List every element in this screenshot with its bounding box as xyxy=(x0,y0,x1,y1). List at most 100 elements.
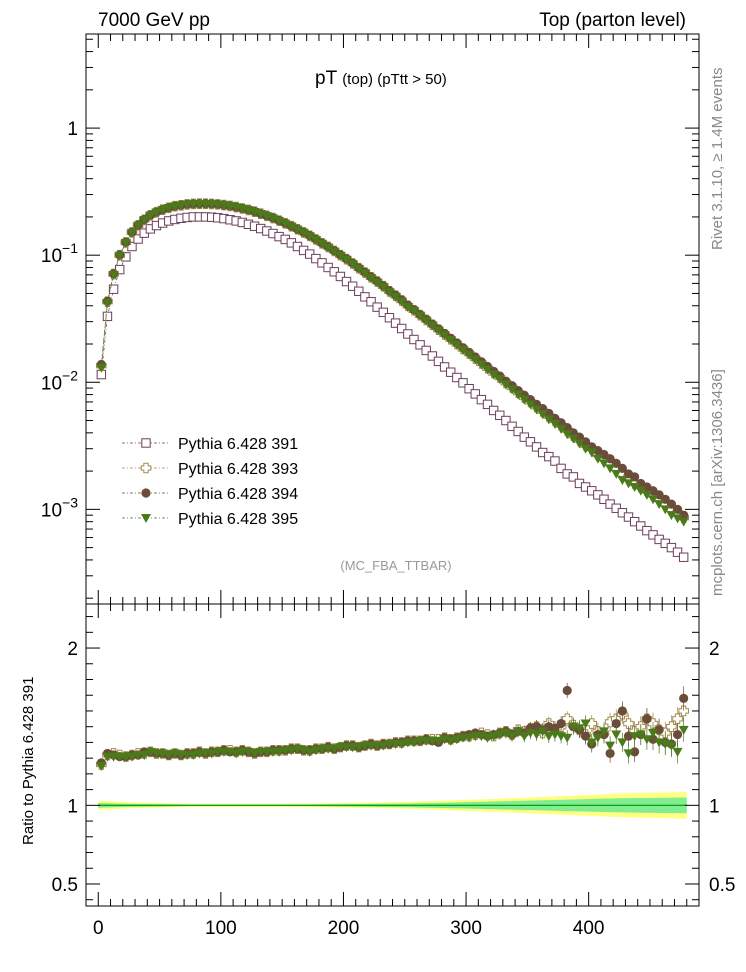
data-point xyxy=(445,336,456,346)
data-point xyxy=(427,321,438,331)
data-point xyxy=(433,326,444,336)
ratio-point xyxy=(353,743,364,753)
y-tick-label: 10−2 xyxy=(41,367,78,394)
data-point xyxy=(280,219,291,229)
ratio-point xyxy=(592,733,603,743)
data-point xyxy=(666,511,677,521)
data-point xyxy=(605,464,616,474)
data-point xyxy=(384,313,395,323)
ratio-series-3 xyxy=(96,715,689,772)
data-point xyxy=(507,421,517,432)
data-point xyxy=(102,299,113,309)
data-point xyxy=(580,444,591,454)
legend-label: Pythia 6.428 391 xyxy=(178,436,298,453)
data-point xyxy=(286,222,297,232)
ratio-point xyxy=(617,706,627,716)
ratio-point xyxy=(464,733,475,743)
data-point xyxy=(623,479,634,489)
y-tick-label-base: 1 xyxy=(67,119,78,140)
x-tick-label: 300 xyxy=(450,918,482,939)
y-tick-label: 10−3 xyxy=(41,494,78,521)
ratio-point xyxy=(635,730,646,740)
data-point xyxy=(611,469,622,479)
ratio-y-tick-labels: 2 2 1 1 0.5 0.5 xyxy=(52,639,736,896)
ratio-point xyxy=(543,732,554,742)
data-point xyxy=(531,405,542,415)
legend-entry: Pythia 6.428 393 xyxy=(122,461,298,478)
data-point xyxy=(501,415,511,426)
data-point xyxy=(163,204,174,214)
ratio-point xyxy=(249,749,260,759)
ratio-point xyxy=(188,751,199,760)
data-point xyxy=(537,410,548,420)
data-point xyxy=(341,255,352,265)
ratio-point xyxy=(562,685,572,696)
data-point xyxy=(630,472,640,482)
series-1 xyxy=(96,212,689,562)
data-point xyxy=(494,375,505,385)
data-point xyxy=(464,350,475,360)
rivet-label: Rivet 3.1.10, ≥ 1.4M events xyxy=(709,68,726,251)
main-panel: 110−110−210−3 pT (top) (pTtt > 50) (MC_FB… xyxy=(41,33,700,605)
series-line xyxy=(100,216,684,558)
data-point xyxy=(574,439,585,449)
data-point xyxy=(151,208,162,218)
y-tick-label-exponent: −1 xyxy=(62,240,78,256)
ratio-point xyxy=(126,752,137,762)
ratio-point xyxy=(494,730,505,740)
main-data-series xyxy=(96,198,689,562)
legend-label: Pythia 6.428 394 xyxy=(178,486,298,503)
ratio-point xyxy=(556,718,566,729)
ratio-point xyxy=(666,741,677,751)
data-point xyxy=(108,284,119,294)
y-tick-label-base: 10 xyxy=(41,246,62,267)
ratio-point xyxy=(641,735,652,745)
ratio-point xyxy=(617,738,628,748)
data-point xyxy=(568,472,579,482)
data-point xyxy=(617,476,628,486)
series-4 xyxy=(96,199,689,527)
data-point xyxy=(629,482,640,492)
data-point xyxy=(114,251,125,261)
data-point xyxy=(274,216,285,226)
ratio-point xyxy=(304,747,315,757)
ratio-axis-ticks xyxy=(86,604,699,906)
data-point xyxy=(396,323,407,334)
data-point xyxy=(415,311,426,321)
data-point xyxy=(133,221,144,231)
data-point xyxy=(452,372,462,383)
ratio-point xyxy=(378,741,389,751)
data-point xyxy=(145,211,156,221)
data-point xyxy=(372,278,383,288)
data-point xyxy=(592,454,603,464)
legend-entry: Pythia 6.428 395 xyxy=(122,511,298,528)
data-point xyxy=(672,547,683,557)
data-point xyxy=(139,216,150,226)
data-point xyxy=(525,400,536,410)
data-point xyxy=(317,239,328,249)
ratio-point xyxy=(507,732,518,742)
data-point xyxy=(366,297,376,307)
data-point xyxy=(182,200,193,210)
data-point xyxy=(133,234,143,244)
ratio-point xyxy=(513,727,524,737)
data-point xyxy=(458,378,468,388)
data-point xyxy=(495,410,505,420)
ratio-point xyxy=(537,727,548,737)
main-axis-ticks xyxy=(86,34,699,604)
data-point xyxy=(439,362,450,372)
ratio-point xyxy=(488,732,499,742)
data-point xyxy=(525,437,536,447)
data-point xyxy=(402,303,413,313)
data-point xyxy=(354,286,364,296)
data-point xyxy=(188,200,199,210)
data-point xyxy=(556,424,567,434)
legend-label: Pythia 6.428 393 xyxy=(178,461,298,478)
data-point xyxy=(409,334,419,345)
data-point xyxy=(648,495,659,505)
legend-entry: Pythia 6.428 394 xyxy=(122,486,298,503)
data-point xyxy=(415,340,425,350)
data-point xyxy=(470,355,481,365)
y-tick-label: 10−1 xyxy=(41,240,78,267)
